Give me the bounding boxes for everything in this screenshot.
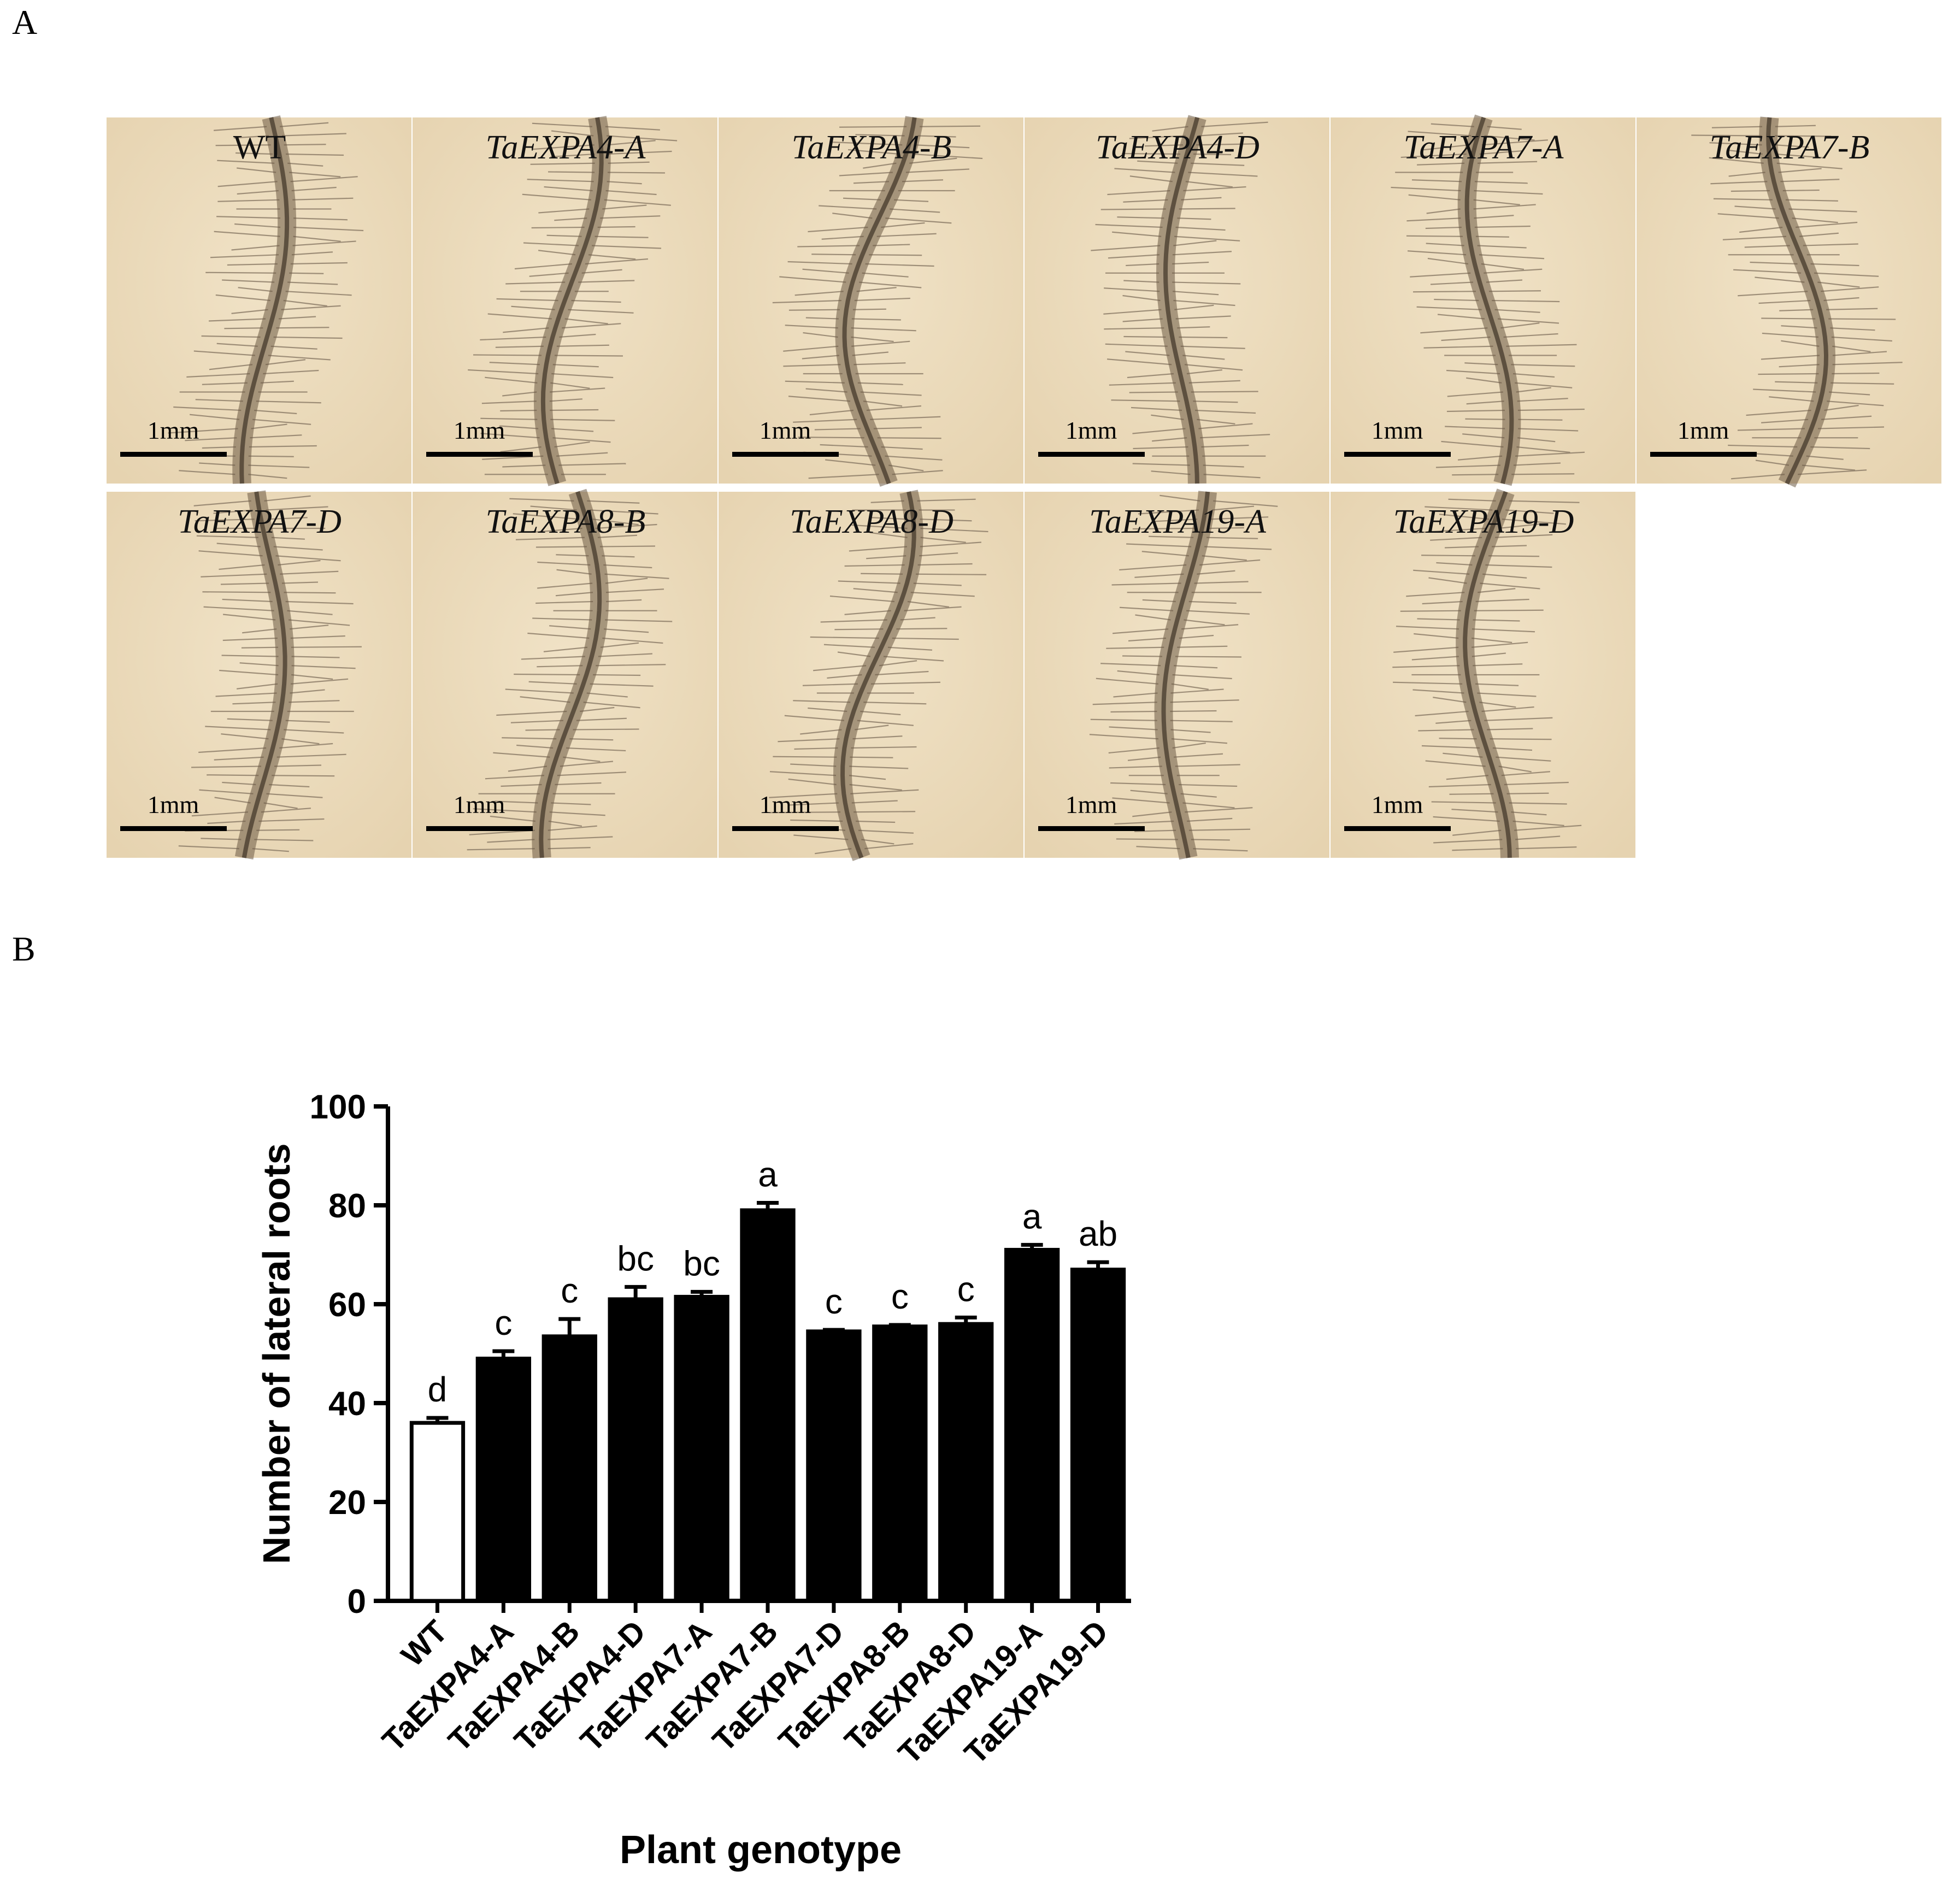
significance-letter: c	[561, 1271, 578, 1310]
panel-a-letter: A	[12, 3, 38, 42]
scale-bar: 1mm	[1038, 416, 1145, 457]
tile-label: TaEXPA4-B	[792, 129, 952, 166]
bar-TaEXPA7-D	[806, 1329, 862, 1603]
scale-bar-label: 1mm	[1066, 791, 1117, 818]
scale-bar-label: 1mm	[454, 416, 505, 444]
significance-letter: a	[1022, 1197, 1042, 1236]
tile-label: TaEXPA7-A	[1404, 129, 1564, 166]
bar-TaEXPA19-D	[1070, 1268, 1126, 1603]
y-tick-label: 80	[328, 1187, 366, 1225]
significance-letter: bc	[617, 1239, 654, 1278]
tile-label: TaEXPA19-D	[1393, 503, 1574, 540]
micrograph-background	[107, 117, 411, 484]
root-hairs	[772, 125, 983, 479]
micrograph-tile: TaEXPA8-D 1mm	[719, 490, 1023, 862]
root-hairs	[1392, 498, 1582, 851]
bar-TaEXPA4-D	[608, 1297, 663, 1603]
tile-label: TaEXPA4-D	[1096, 129, 1259, 166]
bar-TaEXPA19-A	[1004, 1247, 1060, 1603]
significance-letter: a	[758, 1154, 778, 1194]
x-axis-label: Plant genotype	[620, 1828, 902, 1872]
scale-bar-label: 1mm	[148, 791, 199, 818]
y-tick-label: 0	[348, 1583, 366, 1621]
root-hairs	[178, 495, 362, 852]
scale-bar: 1mm	[426, 416, 533, 457]
micrograph-background	[1637, 117, 1941, 484]
significance-letter: c	[957, 1269, 975, 1309]
micrograph-tile: TaEXPA19-A 1mm	[1025, 491, 1329, 860]
scale-bar-label: 1mm	[760, 791, 811, 818]
bar-TaEXPA8-D	[938, 1322, 994, 1603]
scale-bar: 1mm	[1650, 416, 1757, 457]
panel-b-letter: B	[12, 929, 36, 968]
y-axis-label: Number of lateral roots	[255, 1143, 298, 1564]
scale-bar: 1mm	[732, 416, 839, 457]
micrograph-tile: WT 1mm	[107, 115, 411, 484]
scale-bar: 1mm	[120, 416, 227, 457]
y-tick-label: 20	[328, 1484, 366, 1522]
root-hairs	[769, 498, 988, 855]
scale-bar: 1mm	[1344, 791, 1451, 831]
significance-letter: c	[825, 1282, 843, 1321]
scale-bar: 1mm	[1038, 791, 1145, 831]
significance-letter: c	[891, 1277, 909, 1316]
micrograph-tile: TaEXPA8-B 1mm	[413, 488, 717, 859]
significance-letter: c	[495, 1303, 512, 1342]
micrograph-tile: TaEXPA4-B 1mm	[719, 116, 1023, 487]
micrograph-tile: TaEXPA7-B 1mm	[1637, 116, 1941, 488]
bar-TaEXPA7-A	[674, 1294, 729, 1603]
root-hairs	[1089, 494, 1278, 852]
root-hairs	[168, 122, 364, 479]
tile-label: TaEXPA7-D	[178, 503, 342, 540]
bar-WT	[409, 1421, 466, 1603]
micrograph-tile: TaEXPA7-A 1mm	[1331, 114, 1635, 486]
scale-bar-label: 1mm	[1372, 416, 1423, 444]
y-tick-label: 60	[328, 1286, 366, 1324]
root-hairs	[1091, 121, 1270, 479]
tile-label: TaEXPA19-A	[1089, 503, 1267, 540]
root-hairs	[467, 498, 673, 851]
tile-label: TaEXPA4-A	[486, 129, 646, 166]
scale-bar-label: 1mm	[1678, 416, 1729, 444]
scale-bar-label: 1mm	[148, 416, 199, 444]
scale-bar-label: 1mm	[760, 416, 811, 444]
significance-letter: ab	[1079, 1214, 1117, 1253]
scale-bar: 1mm	[120, 791, 227, 831]
tile-label: TaEXPA7-B	[1710, 129, 1870, 166]
micrograph-tile: TaEXPA4-D 1mm	[1025, 115, 1329, 484]
micrograph-tile: TaEXPA19-D 1mm	[1331, 488, 1635, 858]
root-hairs	[1391, 123, 1585, 476]
micrograph-tile: TaEXPA4-A 1mm	[413, 116, 717, 486]
tile-label: TaEXPA8-D	[790, 503, 953, 540]
bar-TaEXPA4-B	[541, 1334, 597, 1603]
scale-bar-label: 1mm	[1372, 791, 1423, 818]
significance-letter: d	[428, 1370, 448, 1409]
root-hairs	[1691, 125, 1903, 480]
tile-label: WT	[233, 129, 286, 166]
bar-TaEXPA8-B	[872, 1324, 928, 1603]
bar-TaEXPA7-B	[740, 1208, 796, 1603]
scale-bar: 1mm	[426, 791, 533, 831]
root-micrograph-grid: WT 1mm TaEXPA4-A 1mm TaEXPA4-B 1mm TaEXPA4-D 1m…	[107, 114, 1941, 862]
y-tick-label: 40	[328, 1385, 366, 1423]
significance-letter: bc	[683, 1244, 720, 1283]
scale-bar-label: 1mm	[1066, 416, 1117, 444]
scale-bar: 1mm	[732, 791, 839, 831]
y-tick-label: 100	[310, 1088, 366, 1126]
micrograph-tile: TaEXPA7-D 1mm	[107, 490, 411, 860]
tile-label: TaEXPA8-B	[486, 503, 646, 540]
scale-bar-label: 1mm	[454, 791, 505, 818]
root-hairs	[468, 122, 678, 475]
scale-bar: 1mm	[1344, 416, 1451, 457]
bar-TaEXPA4-A	[475, 1357, 532, 1603]
